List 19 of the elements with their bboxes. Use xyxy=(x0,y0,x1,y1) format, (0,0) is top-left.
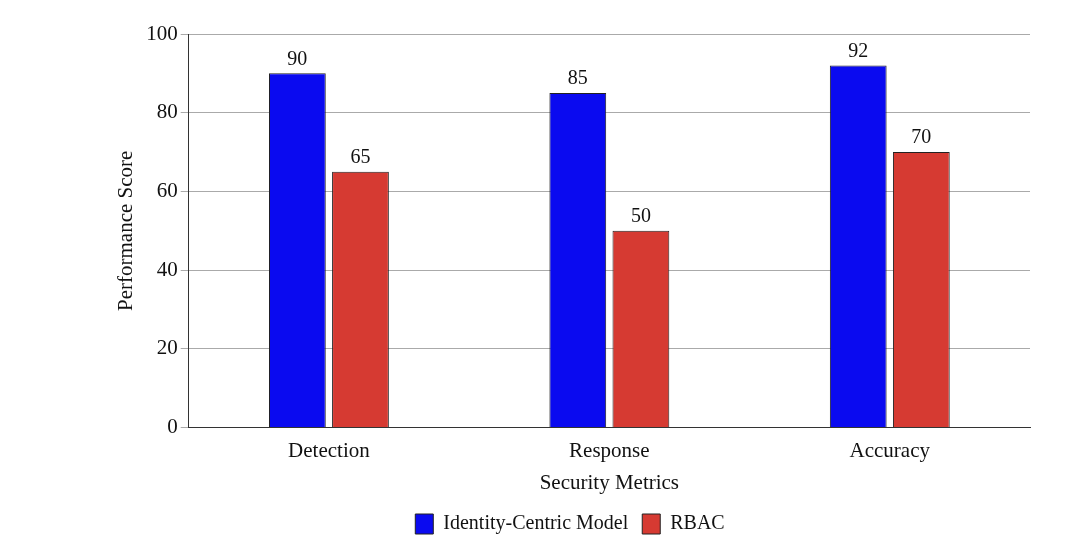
x-tick-label: Detection xyxy=(288,437,371,462)
x-axis-title: Security Metrics xyxy=(539,469,680,494)
data-label: 92 xyxy=(848,38,869,61)
data-label: 50 xyxy=(630,204,651,227)
y-tick-label: 0 xyxy=(167,414,178,439)
data-label: 85 xyxy=(567,66,588,89)
y-tick-label: 100 xyxy=(146,20,178,45)
x-tick-label: Accuracy xyxy=(849,437,931,462)
data-label: 90 xyxy=(287,46,308,69)
y-tick-label: 40 xyxy=(156,256,178,281)
data-label: 65 xyxy=(350,145,371,168)
legend-label: Identity-Centric Model xyxy=(443,511,629,535)
y-tick-label: 80 xyxy=(156,99,178,124)
y-tick-label: 60 xyxy=(156,177,178,202)
legend-label: RBAC xyxy=(670,511,725,534)
x-tick-label: Response xyxy=(569,437,650,462)
y-axis-title: Performance Score xyxy=(113,150,138,311)
y-tick-label: 20 xyxy=(156,335,178,360)
data-label: 70 xyxy=(911,125,932,148)
